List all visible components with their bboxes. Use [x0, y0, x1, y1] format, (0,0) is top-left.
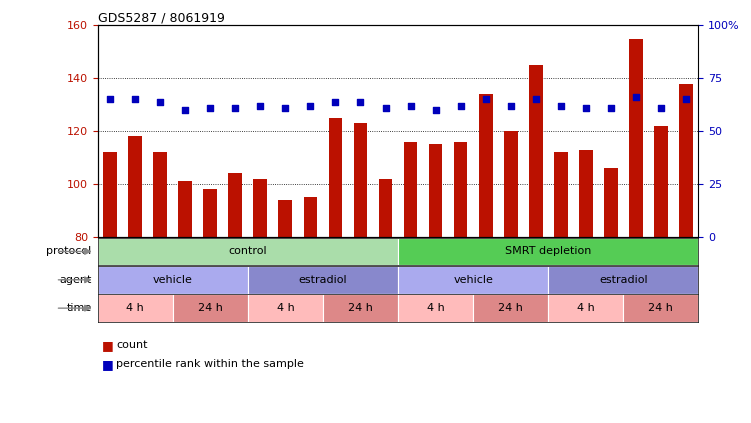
- Bar: [548, 294, 623, 322]
- Bar: [379, 179, 393, 423]
- Bar: [479, 94, 493, 423]
- Point: [379, 104, 391, 111]
- Bar: [504, 131, 517, 423]
- Bar: [354, 123, 367, 423]
- Bar: [623, 294, 698, 322]
- Text: 4 h: 4 h: [276, 303, 294, 313]
- Point: [655, 104, 667, 111]
- Bar: [128, 136, 142, 423]
- Text: 24 h: 24 h: [348, 303, 373, 313]
- Point: [255, 102, 267, 109]
- Point: [354, 98, 366, 105]
- Point: [179, 107, 192, 113]
- Bar: [398, 238, 698, 265]
- Text: 4 h: 4 h: [427, 303, 445, 313]
- Bar: [548, 266, 698, 294]
- Bar: [98, 238, 398, 265]
- Bar: [654, 126, 668, 423]
- Bar: [398, 294, 473, 322]
- Bar: [173, 294, 248, 322]
- Text: 24 h: 24 h: [198, 303, 223, 313]
- Point: [680, 96, 692, 103]
- Bar: [179, 181, 192, 423]
- Bar: [404, 142, 418, 423]
- Point: [204, 104, 216, 111]
- Bar: [254, 179, 267, 423]
- Bar: [323, 294, 398, 322]
- Point: [229, 104, 241, 111]
- Bar: [204, 190, 217, 423]
- Text: ■: ■: [101, 358, 113, 371]
- Bar: [303, 197, 318, 423]
- Bar: [429, 144, 442, 423]
- Text: vehicle: vehicle: [152, 275, 193, 285]
- Point: [605, 104, 617, 111]
- Text: 24 h: 24 h: [648, 303, 674, 313]
- Bar: [228, 173, 242, 423]
- Bar: [579, 150, 593, 423]
- Point: [454, 102, 466, 109]
- Point: [279, 104, 291, 111]
- Bar: [248, 294, 323, 322]
- Text: ■: ■: [101, 339, 113, 352]
- Bar: [398, 266, 548, 294]
- Text: agent: agent: [59, 275, 92, 285]
- Bar: [279, 200, 292, 423]
- Point: [480, 96, 492, 103]
- Point: [505, 102, 517, 109]
- Bar: [629, 38, 643, 423]
- Point: [104, 96, 116, 103]
- Point: [430, 107, 442, 113]
- Text: percentile rank within the sample: percentile rank within the sample: [116, 359, 304, 369]
- Bar: [454, 142, 468, 423]
- Bar: [104, 152, 117, 423]
- Point: [129, 96, 141, 103]
- Point: [555, 102, 567, 109]
- Text: count: count: [116, 340, 148, 350]
- Bar: [98, 266, 248, 294]
- Text: SMRT depletion: SMRT depletion: [505, 247, 592, 256]
- Bar: [679, 84, 693, 423]
- Point: [154, 98, 166, 105]
- Bar: [153, 152, 167, 423]
- Text: 4 h: 4 h: [126, 303, 144, 313]
- Point: [529, 96, 541, 103]
- Point: [405, 102, 417, 109]
- Text: estradiol: estradiol: [299, 275, 347, 285]
- Bar: [98, 294, 173, 322]
- Text: estradiol: estradiol: [599, 275, 647, 285]
- Bar: [604, 168, 618, 423]
- Text: control: control: [228, 247, 267, 256]
- Point: [304, 102, 316, 109]
- Point: [630, 94, 642, 101]
- Bar: [529, 65, 543, 423]
- Bar: [473, 294, 548, 322]
- Text: GDS5287 / 8061919: GDS5287 / 8061919: [98, 11, 225, 24]
- Text: 24 h: 24 h: [498, 303, 523, 313]
- Point: [580, 104, 592, 111]
- Bar: [248, 266, 398, 294]
- Text: time: time: [66, 303, 92, 313]
- Point: [330, 98, 342, 105]
- Text: vehicle: vehicle: [453, 275, 493, 285]
- Bar: [554, 152, 568, 423]
- Bar: [329, 118, 342, 423]
- Text: 4 h: 4 h: [577, 303, 595, 313]
- Text: protocol: protocol: [47, 247, 92, 256]
